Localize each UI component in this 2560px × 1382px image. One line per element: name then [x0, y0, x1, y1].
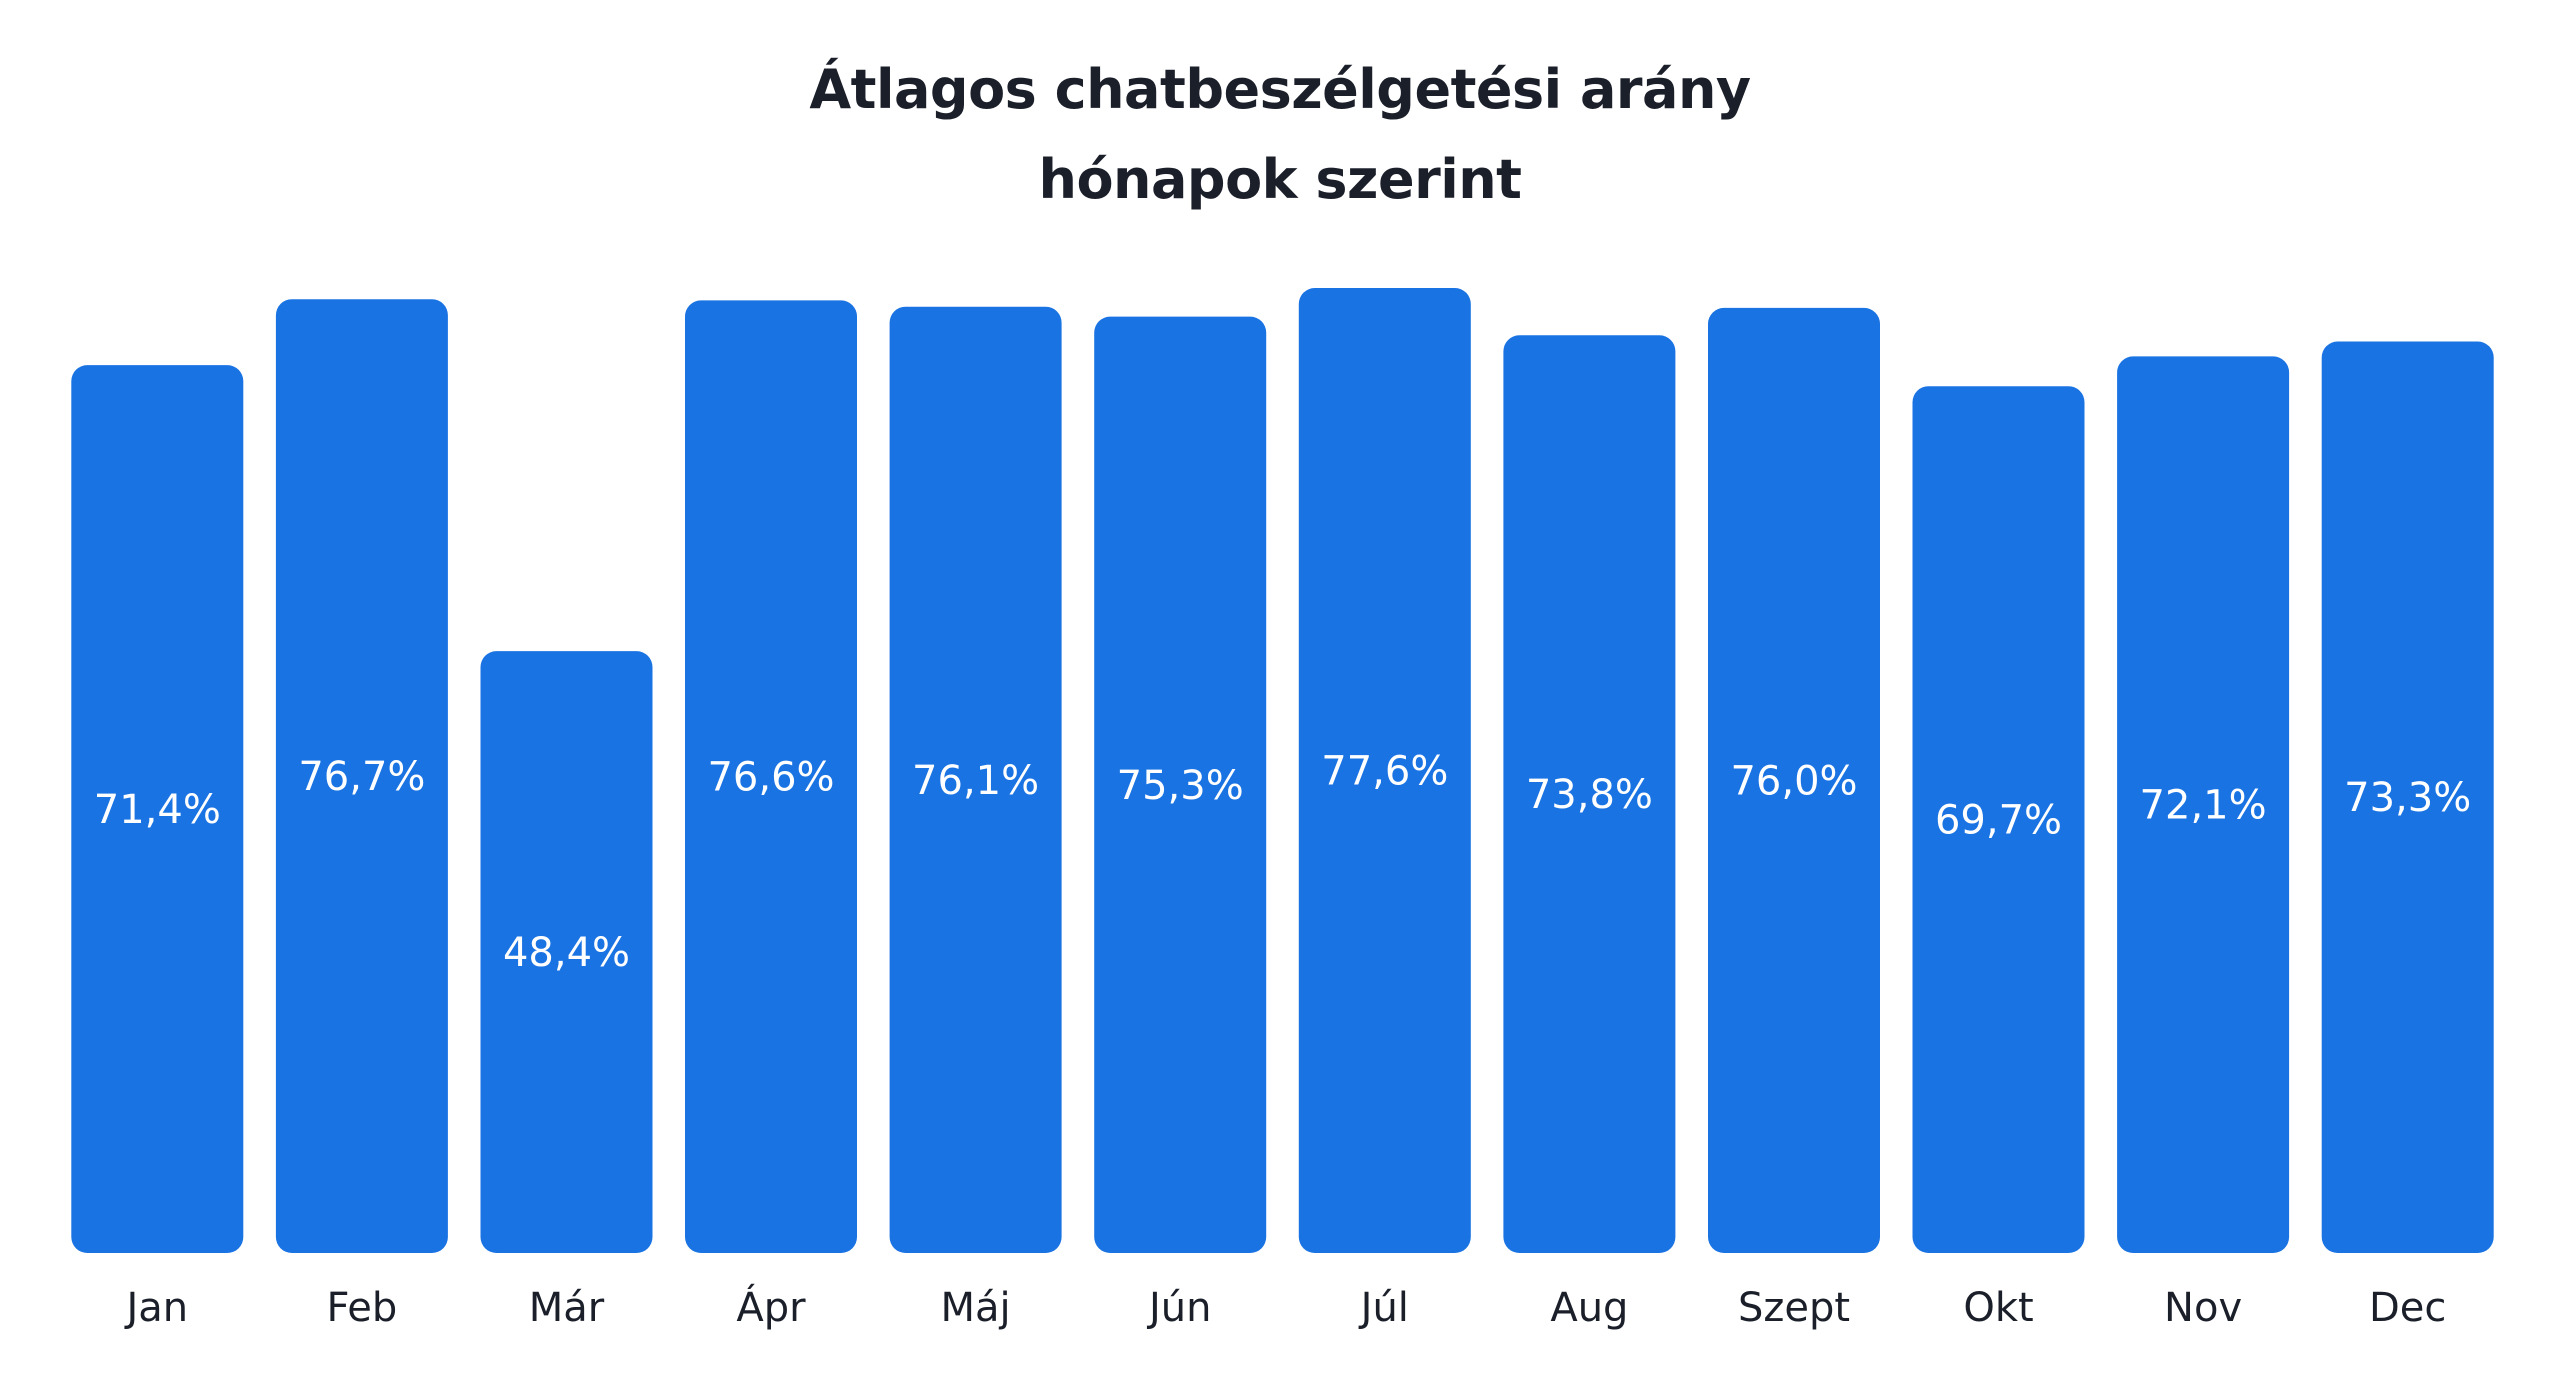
bar-value-label: 48,4% [503, 930, 630, 976]
x-tick-label: Máj [941, 1285, 1011, 1331]
bar-value-label: 77,6% [1321, 749, 1448, 795]
bar-Okt [1912, 386, 2085, 1253]
bar-Szept [1708, 307, 1880, 1253]
bar-Júl [1298, 288, 1471, 1253]
chart-title-line-1: Átlagos chatbeszélgetési arány [809, 58, 1751, 121]
bar-value-label: 76,0% [1730, 758, 1857, 804]
bar-Nov [2117, 356, 2290, 1253]
x-tick-label: Dec [2369, 1285, 2446, 1331]
bar-Jún [1094, 316, 1267, 1254]
x-tick-label: Feb [326, 1285, 397, 1331]
x-tick-label: Júl [1358, 1285, 1409, 1331]
x-tick-label: Okt [1963, 1285, 2033, 1331]
bar-value-label: 73,8% [1526, 772, 1653, 818]
x-tick-label: Már [529, 1285, 605, 1331]
x-tick-label: Jan [123, 1285, 188, 1331]
x-tick-label: Ápr [736, 1283, 806, 1331]
bar-value-label: 76,1% [912, 758, 1039, 804]
bar-value-label: 72,1% [2140, 783, 2267, 829]
x-tick-label: Nov [2164, 1285, 2242, 1331]
bar-Aug [1503, 335, 1676, 1253]
x-tick-label: Aug [1550, 1285, 1628, 1331]
bar-Jan [71, 365, 244, 1254]
x-tick-label: Szept [1738, 1285, 1850, 1331]
bar-value-label: 76,7% [298, 754, 425, 800]
bar-Már [480, 651, 653, 1253]
chart-title-line-2: hónapok szerint [1038, 148, 1522, 211]
bar-Ápr [685, 300, 857, 1253]
bar-value-label: 75,3% [1117, 763, 1244, 809]
bar-Máj [889, 306, 1062, 1253]
bar-value-label: 73,3% [2344, 775, 2471, 821]
bar-value-label: 71,4% [94, 787, 221, 833]
bar-value-label: 76,6% [707, 755, 834, 801]
bar-Dec [2321, 341, 2494, 1253]
x-tick-label: Jún [1146, 1285, 1212, 1331]
bar-value-label: 69,7% [1935, 798, 2062, 844]
bar-Feb [275, 299, 448, 1253]
